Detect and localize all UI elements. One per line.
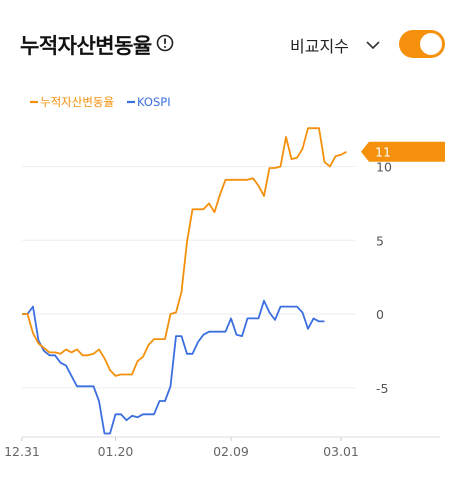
info-circle-icon[interactable] bbox=[156, 34, 174, 52]
legend-label: 누적자산변동율 bbox=[40, 95, 114, 109]
chart-series bbox=[22, 127, 347, 435]
page-title: 누적자산변동율 bbox=[20, 34, 152, 58]
x-tick-label: 01.20 bbox=[98, 444, 134, 459]
x-tick-label: 02.09 bbox=[213, 444, 249, 459]
chart-container: 누적자산변동율 KOSPI 10 5 0 -5 12.31 01.20 02.09 03.01… bbox=[0, 90, 455, 479]
legend-label: KOSPI bbox=[137, 95, 171, 109]
chart-legend: 누적자산변동율 KOSPI bbox=[30, 95, 171, 109]
current-value-tag: 11 bbox=[361, 141, 445, 162]
header: 누적자산변동율 비교지수 bbox=[0, 0, 455, 90]
chevron-down-icon[interactable] bbox=[366, 40, 380, 50]
y-tick-label: 0 bbox=[376, 307, 384, 322]
toggle-knob bbox=[420, 33, 442, 55]
compare-index-toggle[interactable] bbox=[399, 30, 445, 58]
compare-index-dropdown[interactable]: 비교지수 bbox=[290, 37, 349, 56]
value-tag-label: 11 bbox=[375, 144, 391, 159]
chart-grid bbox=[22, 166, 440, 438]
x-axis-ticks: 12.31 01.20 02.09 03.01 bbox=[4, 437, 359, 459]
x-tick-label: 03.01 bbox=[323, 444, 359, 459]
y-tick-label: -5 bbox=[376, 381, 388, 396]
asset-change-chart: 누적자산변동율 KOSPI 10 5 0 -5 12.31 01.20 02.09 03.01… bbox=[4, 95, 445, 459]
y-tick-label: 5 bbox=[376, 233, 384, 248]
value-tag-shape bbox=[361, 141, 445, 162]
x-tick-label: 12.31 bbox=[4, 444, 40, 459]
series-line bbox=[22, 127, 347, 377]
y-tick-label: 10 bbox=[376, 160, 392, 175]
y-axis-ticks: 10 5 0 -5 bbox=[376, 160, 392, 396]
series-line bbox=[22, 299, 325, 435]
